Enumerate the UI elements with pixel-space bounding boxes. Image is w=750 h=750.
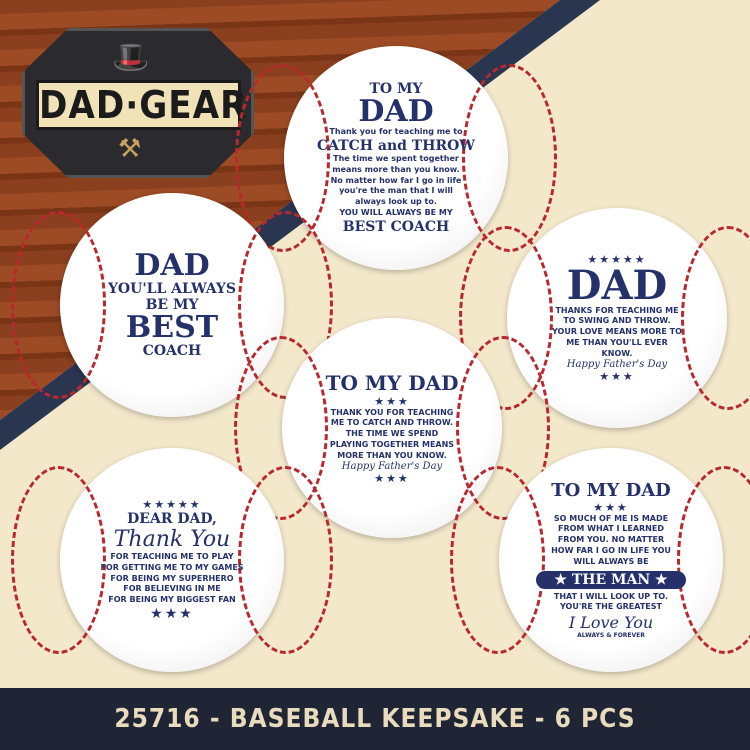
ball-text: THANK YOU FOR TEACHING ME TO CATCH AND T… (329, 407, 455, 460)
ball-script: I Love You (568, 613, 654, 633)
hammer-wrench-icon: ⚒ (118, 134, 142, 164)
ball-text: CATCH and THROW (316, 138, 475, 154)
ball-title: DAD (134, 248, 210, 283)
ball-title: DAD (358, 94, 434, 130)
ball-text: BEST (125, 310, 219, 345)
ball-text: FOR TEACHING ME TO PLAY FOR GETTING ME T… (100, 552, 244, 605)
stars-icon: ★★★ (150, 605, 194, 622)
fedora-hat-icon: 🎩 (112, 40, 150, 75)
ball-sign: Happy Father's Day (566, 359, 668, 371)
ball-title: TO MY DAD (325, 370, 459, 395)
stars-icon: ★★★ (593, 500, 629, 514)
baseball-6: TO MY DAD ★★★ SO MUCH OF ME IS MADE FROM… (449, 448, 750, 672)
baseball-5: ★★★★★ DEAR DAD, Thank You FOR TEACHING M… (10, 448, 334, 672)
ball-title: DAD (566, 261, 668, 309)
ball-text: Thank you for teaching me to (329, 127, 463, 137)
baseball-2: DAD YOU'LL ALWAYS BE MY BEST COACH (10, 193, 334, 417)
stars-icon: ★★★ (374, 472, 410, 486)
ball-sign: ALWAYS & FOREVER (577, 632, 645, 640)
stars-icon: ★★★★★ (587, 252, 647, 266)
ball-text: YOU'LL ALWAYS (107, 281, 237, 297)
ball-text: BEST COACH (342, 218, 450, 235)
ball-text: THAT I WILL LOOK UP TO. YOU'RE THE GREAT… (553, 591, 669, 612)
logo-text: DAD·GEAR (36, 80, 246, 130)
ball-sign: Happy Father's Day (341, 461, 443, 473)
ball-title: DEAR DAD, (127, 511, 217, 527)
ball-text: COACH (142, 343, 202, 359)
ball-text: SO MUCH OF ME IS MADE FROM WHAT I LEARNE… (551, 513, 671, 566)
ball-script: Thank You (113, 527, 231, 552)
ball-title: TO MY (369, 81, 423, 98)
ball-text: BE MY (145, 297, 199, 313)
ball-text: THANKS FOR TEACHING ME TO SWING AND THRO… (552, 305, 682, 358)
ball-title: TO MY DAD (551, 479, 671, 501)
the-man-banner: ★ THE MAN ★ (536, 570, 686, 589)
stars-icon: ★★★★★ (142, 498, 202, 511)
ball-text: The time we spent together means more th… (330, 154, 462, 207)
stars-icon: ★★★ (374, 394, 410, 408)
ball-text: YOU WILL ALWAYS BE MY (339, 207, 453, 217)
baseball-1: TO MY DAD Thank you for teaching me to C… (234, 46, 558, 270)
stars-icon: ★★★ (599, 370, 635, 384)
product-caption: 25716 - BASEBALL KEEPSAKE - 6 PCS (0, 688, 750, 750)
